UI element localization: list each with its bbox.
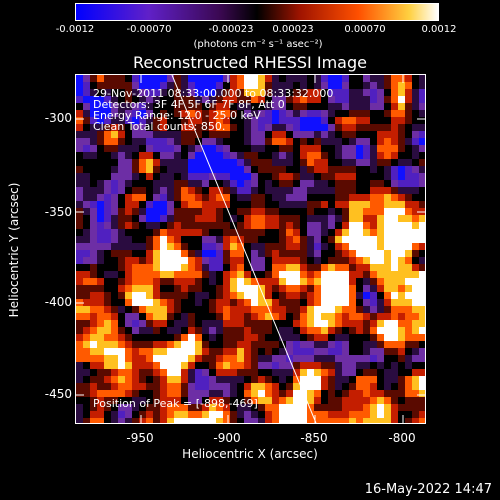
colorbar-unit-label: (photons cm⁻² s⁻¹ asec⁻²)	[193, 39, 323, 50]
x-tick-label: -900	[213, 431, 241, 445]
x-axis-label: Heliocentric X (arcsec)	[182, 447, 318, 461]
peak-position-label: Position of Peak = [-898,-469]	[93, 397, 258, 410]
heatmap-image	[76, 75, 425, 423]
colorbar-tick-label: 0.00070	[344, 24, 386, 35]
colorbar	[75, 3, 439, 21]
colorbar-tick-label: -0.00023	[208, 24, 254, 35]
colorbar-tick-label: -0.0012	[55, 24, 95, 35]
render-timestamp: 16-May-2022 14:47	[364, 482, 492, 497]
y-tick-label: -450	[44, 387, 72, 401]
y-tick-label: -350	[44, 205, 72, 219]
colorbar-tick-label: 0.00023	[272, 24, 314, 35]
x-tick-label: -850	[300, 431, 328, 445]
heatmap-plot	[75, 74, 426, 424]
colorbar-tick-label: 0.0012	[421, 24, 457, 35]
y-axis-label: Heliocentric Y (arcsec)	[7, 182, 21, 318]
colorbar-tick-label: -0.00070	[126, 24, 172, 35]
colorbar-gradient	[76, 4, 438, 20]
x-tick-label: -800	[388, 431, 416, 445]
info-detectors: Detectors: 3F 4F 5F 6F 7F 8F, Att 0	[93, 98, 285, 111]
solar-limb-line	[171, 75, 317, 423]
y-tick-label: -400	[44, 295, 72, 309]
info-clean-counts: Clean Total counts: 850.	[93, 120, 226, 133]
info-energy-range: Energy Range: 12.0 - 25.0 keV	[93, 109, 261, 122]
y-tick-label: -300	[44, 111, 72, 125]
x-tick-label: -950	[126, 431, 154, 445]
info-time-range: 29-Nov-2011 08:33:00.000 to 08:33:32.000	[93, 87, 334, 100]
plot-title: Reconstructed RHESSI Image	[133, 53, 367, 72]
